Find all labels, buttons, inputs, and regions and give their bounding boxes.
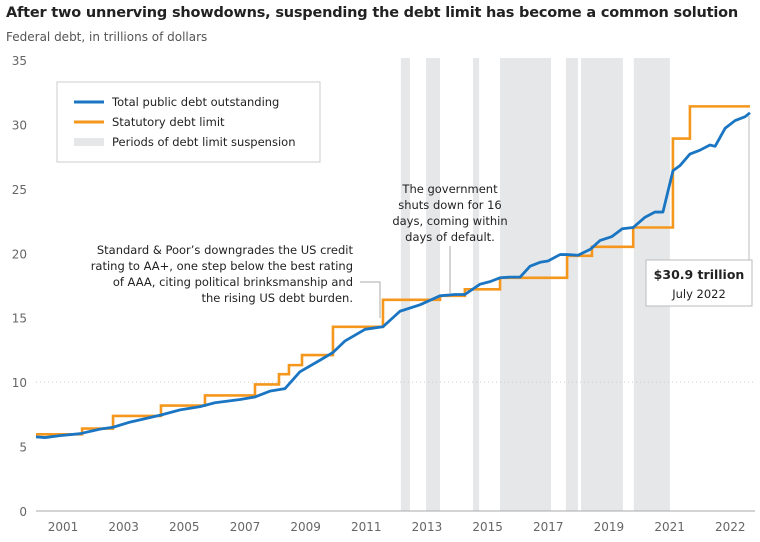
x-tick-label: 2009 (290, 520, 321, 534)
x-tick-label: 2017 (533, 520, 564, 534)
x-tick-label: 2011 (351, 520, 382, 534)
callout-value: $30.9 trillion (654, 267, 745, 282)
x-tick-label: 2001 (48, 520, 79, 534)
shutdown-annotation-line: shuts down for 16 (398, 198, 502, 212)
x-tick-label: 2013 (412, 520, 443, 534)
suspension-period (500, 58, 552, 511)
legend-debt-label: Total public debt outstanding (111, 95, 279, 109)
y-tick-label: 5 (19, 441, 27, 455)
x-tick-label: 2007 (230, 520, 261, 534)
y-tick-label: 0 (19, 505, 27, 519)
suspension-period (400, 58, 410, 511)
y-tick-label: 30 (12, 118, 27, 132)
y-tick-label: 10 (12, 376, 27, 390)
callout-date: July 2022 (671, 287, 726, 301)
x-tick-label: 2019 (594, 520, 625, 534)
shutdown-annotation-line: days, coming within (392, 214, 507, 228)
x-tick-label: 2022 (715, 520, 746, 534)
suspension-period (426, 58, 441, 511)
sp-annotation-line: the rising US debt burden. (201, 291, 353, 305)
legend-suspension-label: Periods of debt limit suspension (112, 135, 295, 149)
suspension-period (473, 58, 480, 511)
sp-leader-line (360, 281, 381, 318)
shutdown-annotation: The government shuts down for 16 days, c… (392, 182, 508, 293)
total-public-debt-line (35, 111, 751, 439)
statutory-debt-limit-line (36, 105, 750, 436)
y-tick-label: 25 (12, 183, 27, 197)
suspension-period (565, 58, 579, 511)
x-tick-label: 2015 (472, 520, 503, 534)
legend: Total public debt outstanding Statutory … (56, 81, 321, 163)
sp-annotation-line: of AAA, citing political brinksmanship a… (113, 275, 353, 289)
chart-title: After two unnerving showdowns, suspendin… (6, 5, 739, 21)
legend-suspension-swatch (74, 138, 104, 146)
y-tick-label: 20 (12, 247, 27, 261)
y-tick-label: 35 (12, 54, 27, 68)
y-tick-label: 15 (12, 312, 27, 326)
x-tick-label: 2003 (108, 520, 139, 534)
sp-annotation-line: rating to AA+, one step below the best r… (91, 259, 353, 273)
chart-subtitle: Federal debt, in trillions of dollars (6, 30, 208, 44)
legend-limit-label: Statutory debt limit (112, 115, 225, 129)
suspension-period (581, 58, 623, 511)
callout: $30.9 trillion July 2022 (645, 116, 753, 307)
x-tick-label: 2005 (169, 520, 200, 534)
shutdown-annotation-line: The government (401, 182, 498, 196)
sp-annotation: Standard & Poor’s downgrades the US cred… (91, 243, 381, 318)
x-tick-label: 2021 (654, 520, 685, 534)
shutdown-annotation-line: days of default. (405, 230, 495, 244)
sp-annotation-line: Standard & Poor’s downgrades the US cred… (97, 243, 354, 257)
